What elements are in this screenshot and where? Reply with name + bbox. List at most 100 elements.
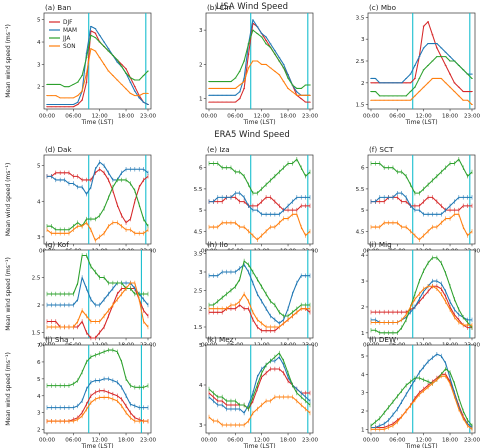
legend-label-son: SON	[63, 44, 76, 50]
series-line-jja	[208, 352, 311, 410]
x-tick-label: 23:00	[140, 114, 157, 120]
y-tick-label: 6	[37, 360, 41, 366]
series-line-mam	[47, 276, 149, 306]
panel-11: (k) Mez 00:00 06:00 12:00 18:00 23:00 3 4 5 Time …	[199, 335, 319, 448]
y-tick-label: 2.5	[356, 59, 365, 65]
series-line-mam	[371, 192, 472, 215]
y-tick-label: 4	[361, 372, 365, 378]
x-tick-label: 23:00	[464, 114, 481, 120]
series-line-djf	[209, 196, 310, 211]
x-tick-label: 18:00	[118, 438, 135, 444]
x-tick-label: 06:00	[389, 114, 406, 120]
x-tick-label: 06:00	[65, 438, 82, 444]
panel-title: (f) SCT	[369, 145, 394, 154]
y-tick-label: 5.5	[194, 187, 203, 193]
legend-label-mam: MAM	[63, 28, 77, 34]
panel-title: (d) Dak	[45, 145, 72, 154]
x-axis-label: Time (LST)	[80, 119, 113, 126]
panel-title: (i) Mig	[369, 240, 392, 249]
y-tick-label: 4.5	[194, 229, 203, 235]
panel-title: (l) DEW	[369, 335, 396, 344]
y-tick-label: 4	[37, 394, 41, 400]
y-tick-label: 5	[37, 164, 41, 170]
series-line-mam	[209, 264, 310, 324]
x-axis-label: Time (LST)	[404, 119, 437, 126]
x-tick-label: 12:00	[416, 114, 433, 120]
y-tick-label: 4.5	[356, 229, 365, 235]
y-tick-label: 5	[199, 343, 203, 349]
y-tick-label: 2	[37, 428, 41, 434]
y-tick-label: 3	[37, 62, 41, 68]
x-tick-label: 18:00	[442, 114, 459, 120]
x-axis-label: Time (LST)	[242, 119, 275, 126]
panel-title: (e) Iza	[207, 145, 230, 154]
panel-title: (c) Mbo	[369, 3, 396, 12]
y-tick-label: 7	[37, 343, 41, 349]
y-tick-label: 3	[199, 28, 203, 34]
y-tick-label: 2	[361, 409, 365, 415]
series-line-son	[371, 285, 472, 326]
y-tick-label: 4	[361, 253, 365, 259]
y-tick-label: 6	[361, 166, 365, 172]
x-tick-label: 23:00	[302, 438, 319, 444]
series-line-jja	[371, 257, 473, 334]
y-tick-label: 3.5	[356, 15, 365, 21]
y-tick-label: 2	[361, 305, 365, 311]
y-tick-label: 2	[199, 62, 203, 68]
x-tick-label: 23:00	[140, 438, 157, 444]
y-tick-label: 3	[199, 423, 203, 429]
y-tick-label: 4	[199, 383, 203, 389]
section-title-lisa: LISA Wind Speed	[216, 2, 288, 12]
panel-3: (c) Mbo 00:00 06:00 12:00 18:00 23:00 1.5 2 2.5 3…	[356, 3, 481, 126]
y-axis-label: Mean wind speed (ms⁻¹)	[5, 24, 12, 98]
y-tick-label: 1.5	[32, 331, 41, 337]
y-tick-label: 2	[361, 81, 365, 87]
panel-title: (j) Sha	[45, 335, 68, 344]
y-tick-label: 1	[199, 97, 203, 103]
y-tick-label: 4	[37, 40, 41, 46]
section-title-era5: ERA5 Wind Speed	[214, 130, 290, 140]
plot-frame	[205, 249, 314, 339]
y-tick-label: 2	[37, 85, 41, 91]
series-line-jja	[209, 158, 311, 194]
series-line-son	[371, 375, 473, 430]
panels: (a) Ban 00:00 06:00 12:00 18:00 23:00 2 3 4 5 Time…	[5, 3, 480, 448]
y-tick-label: 2.5	[194, 288, 203, 294]
x-axis-label: Time (LST)	[242, 443, 275, 448]
plot-frame	[43, 344, 152, 434]
plot-frame	[43, 12, 152, 110]
legend-label-jja: JJA	[62, 36, 70, 42]
x-axis-label: Time (LST)	[80, 443, 113, 448]
legend: DJF MAM JJA SON	[49, 20, 77, 50]
series-line-son	[46, 222, 149, 241]
y-tick-label: 2	[199, 307, 203, 313]
panel-title: (h) Ilo	[207, 240, 228, 249]
series-line-son	[208, 396, 311, 426]
series-line-mam	[209, 192, 310, 215]
series-line-jja	[371, 158, 473, 194]
x-tick-label: 12:00	[254, 114, 271, 120]
x-tick-label: 00:00	[201, 114, 218, 120]
series-line-jja	[47, 254, 148, 295]
y-tick-label: 5	[37, 18, 41, 24]
series-line-son	[47, 396, 148, 422]
series-line-jja	[47, 34, 149, 88]
y-tick-label: 6	[199, 166, 203, 172]
panel-10: (j) Sha 00:00 06:00 12:00 18:00 23:00 2 3 4 5 6 7 Ti…	[5, 335, 156, 448]
y-axis-label: Mean wind speed (ms⁻¹)	[5, 352, 12, 426]
panel-12: (l) DEW 00:00 06:00 12:00 18:00 23:00 1 2 3 4 5 Tim…	[361, 335, 481, 448]
y-axis-label: Mean wind speed (ms⁻¹)	[5, 163, 12, 237]
y-tick-label: 3	[361, 37, 365, 43]
x-tick-label: 12:00	[416, 438, 433, 444]
y-tick-label: 4	[37, 199, 41, 205]
panel-8: (h) Ilo00:0006:0012:0018:0023:001.522.53…	[194, 240, 319, 349]
panel-title: (a) Ban	[45, 3, 71, 12]
y-tick-label: 3	[361, 279, 365, 285]
x-tick-label: 00:00	[363, 114, 380, 120]
series-line-mam	[47, 378, 148, 409]
y-tick-label: 1	[361, 331, 365, 337]
x-tick-label: 00:00	[39, 438, 56, 444]
